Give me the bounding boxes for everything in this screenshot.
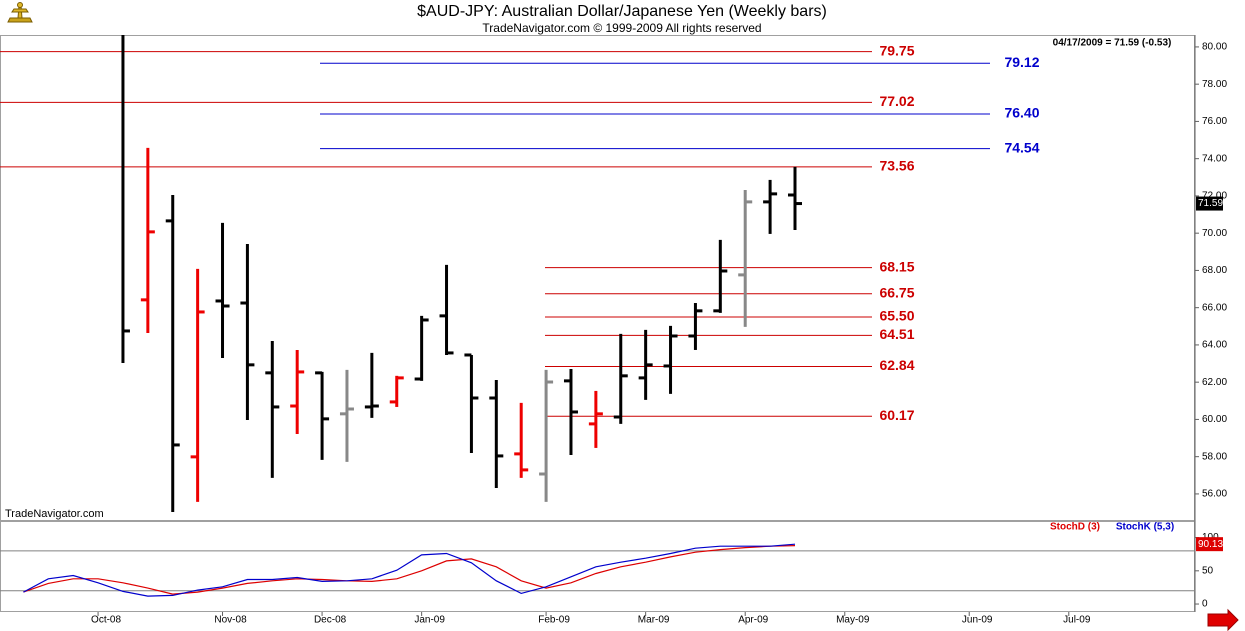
chart-title: $AUD-JPY: Australian Dollar/Japanese Yen… bbox=[417, 3, 827, 20]
scroll-arrow[interactable] bbox=[1207, 608, 1239, 631]
y-tick-label: 60.00 bbox=[1202, 414, 1227, 425]
level-label: 74.54 bbox=[1004, 139, 1039, 155]
level-label: 73.56 bbox=[879, 158, 914, 174]
y-tick-label: 76.00 bbox=[1202, 116, 1227, 127]
y-tick-label: 56.00 bbox=[1202, 489, 1227, 500]
stoch-plot bbox=[0, 543, 1195, 597]
last-bar-annotation: 04/17/2009 = 71.59 (-0.53) bbox=[1053, 38, 1172, 49]
x-tick-label: Jul-09 bbox=[1063, 615, 1091, 626]
x-tick-label: Jun-09 bbox=[962, 615, 993, 626]
y-tick-label: 50 bbox=[1202, 565, 1214, 576]
legend-label: StochK (5,3) bbox=[1116, 522, 1174, 533]
last-price-label: 71.59 bbox=[1198, 198, 1223, 209]
watermark: TradeNavigator.com bbox=[5, 508, 104, 520]
stoch-line bbox=[23, 543, 796, 597]
legend-label: StochD (3) bbox=[1050, 522, 1100, 533]
y-tick-label: 58.00 bbox=[1202, 451, 1227, 462]
x-tick-label: Mar-09 bbox=[638, 615, 670, 626]
level-label: 60.17 bbox=[879, 407, 914, 423]
y-tick-label: 78.00 bbox=[1202, 79, 1227, 90]
x-tick-label: Jan-09 bbox=[414, 615, 445, 626]
level-label: 64.51 bbox=[879, 326, 914, 342]
x-tick-label: Feb-09 bbox=[538, 615, 570, 626]
x-tick-label: Dec-08 bbox=[314, 615, 347, 626]
y-tick-label: 70.00 bbox=[1202, 228, 1227, 239]
x-tick-label: Apr-09 bbox=[738, 615, 768, 626]
level-label: 65.50 bbox=[879, 308, 914, 324]
y-tick-label: 0 bbox=[1202, 599, 1208, 610]
level-label: 76.40 bbox=[1004, 105, 1039, 121]
level-label: 68.15 bbox=[879, 258, 914, 274]
x-tick-label: Oct-08 bbox=[91, 615, 121, 626]
main-plot bbox=[0, 35, 990, 512]
level-label: 79.75 bbox=[879, 42, 914, 58]
y-tick-label: 72.00 bbox=[1202, 191, 1227, 202]
y-tick-label: 62.00 bbox=[1202, 377, 1227, 388]
chart-subtitle: TradeNavigator.com © 1999-2009 All right… bbox=[482, 21, 761, 35]
last-price-box bbox=[1196, 196, 1223, 211]
stoch-line bbox=[23, 545, 796, 595]
y-tick-label: 64.00 bbox=[1202, 340, 1227, 351]
y-tick-label: 80.00 bbox=[1202, 42, 1227, 53]
y-tick-label: 74.00 bbox=[1202, 153, 1227, 164]
level-label: 62.84 bbox=[879, 357, 914, 373]
x-tick-label: Nov-08 bbox=[214, 615, 247, 626]
last-value-label: 90.13 bbox=[1198, 539, 1223, 550]
y-tick-label: 66.00 bbox=[1202, 302, 1227, 313]
level-label: 79.12 bbox=[1004, 54, 1039, 70]
logo bbox=[7, 2, 33, 23]
last-value-box bbox=[1196, 537, 1223, 552]
y-tick-label: 68.00 bbox=[1202, 265, 1227, 276]
level-label: 77.02 bbox=[879, 93, 914, 109]
level-label: 66.75 bbox=[879, 284, 914, 300]
x-tick-label: May-09 bbox=[836, 615, 870, 626]
